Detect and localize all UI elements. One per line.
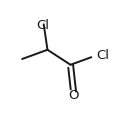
Text: Cl: Cl xyxy=(96,49,109,62)
Text: Cl: Cl xyxy=(36,19,49,32)
Text: O: O xyxy=(69,89,79,102)
